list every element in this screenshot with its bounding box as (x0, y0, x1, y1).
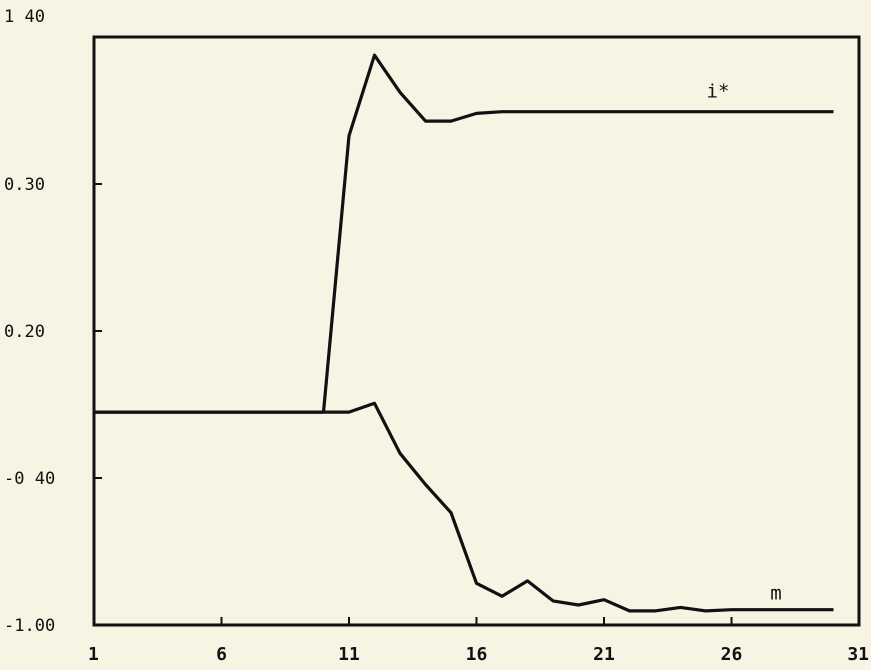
series-label: i* (707, 81, 730, 103)
y-tick-label: -1.00 (4, 616, 55, 636)
x-tick-label: 21 (593, 644, 615, 665)
x-tick-label: 1 (88, 644, 99, 665)
x-tick-label: 6 (216, 644, 227, 665)
series-line-i-star (94, 53, 834, 414)
plot-frame (92, 35, 861, 627)
x-tick-label: 26 (721, 644, 743, 665)
x-tick-label: 16 (466, 644, 488, 665)
y-tick-label: 1 40 (4, 7, 45, 27)
x-tick-label: 11 (338, 644, 360, 665)
series-label: m (770, 583, 781, 605)
y-tick-label: 0.30 (4, 175, 45, 195)
series-line-m (94, 401, 834, 613)
x-tick-label: 31 (847, 644, 869, 665)
y-tick-label: 0.20 (4, 322, 45, 342)
y-tick-label: -0 40 (4, 469, 55, 489)
